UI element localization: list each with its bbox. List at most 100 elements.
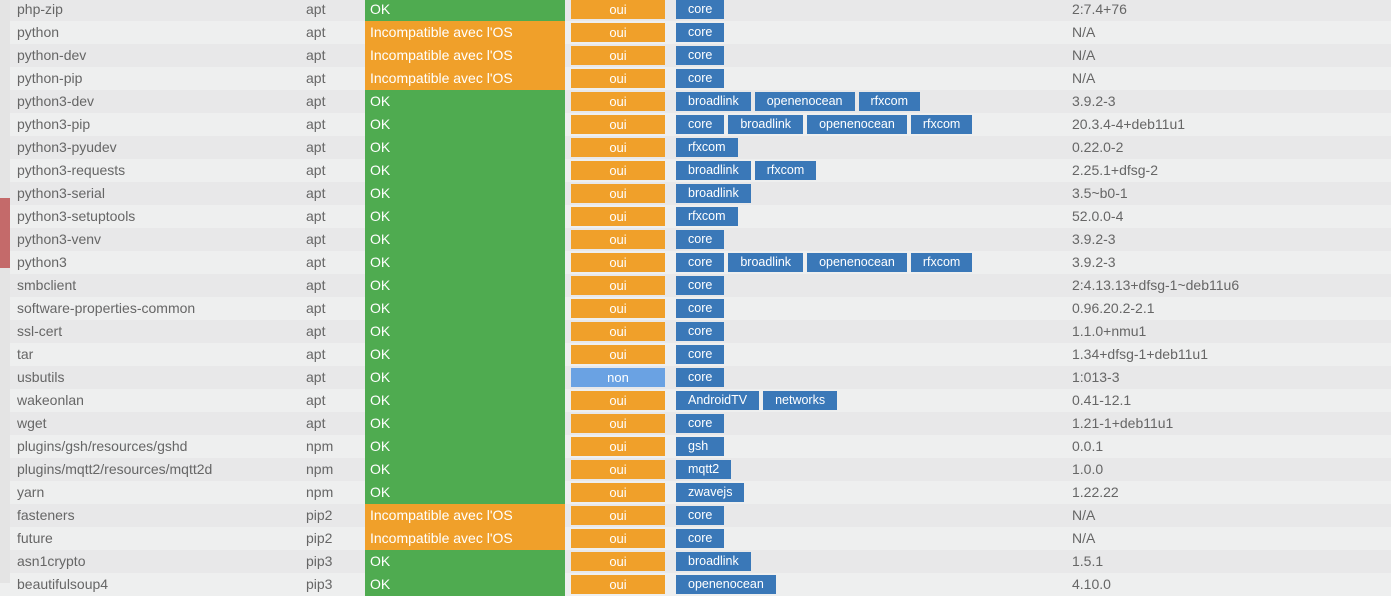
plugin-tag[interactable]: AndroidTV — [676, 391, 760, 410]
plugin-tag[interactable]: core — [676, 345, 725, 364]
package-type: apt — [306, 116, 326, 132]
package-version: 1.21-1+deb11u1 — [1072, 415, 1174, 431]
table-row: tar apt OK oui core 1.34+dfsg-1+deb11u1 — [10, 343, 1391, 366]
package-type: apt — [306, 162, 326, 178]
plugin-tag[interactable]: mqtt2 — [676, 460, 732, 479]
plugin-tag[interactable]: core — [676, 414, 725, 433]
status-badge: OK — [365, 573, 565, 596]
package-type: apt — [306, 139, 326, 155]
plugin-tag[interactable]: openenocean — [754, 92, 855, 111]
sidebar-red-tab[interactable] — [0, 198, 10, 268]
table-row: usbutils apt OK non core 1:013-3 — [10, 366, 1391, 389]
status-badge: OK — [365, 182, 565, 205]
package-version: N/A — [1072, 70, 1096, 86]
auto-badge: oui — [571, 184, 665, 203]
package-type: pip2 — [306, 530, 333, 546]
package-type: apt — [306, 300, 326, 316]
status-badge: OK — [365, 0, 565, 21]
plugin-tag[interactable]: broadlink — [676, 552, 751, 571]
plugin-tag[interactable]: rfxcom — [754, 161, 817, 180]
package-name: ssl-cert — [17, 323, 63, 339]
package-version: 1.34+dfsg-1+deb11u1 — [1072, 346, 1208, 362]
package-name: python3-serial — [17, 185, 105, 201]
table-row: php-zip apt OK oui core 2:7.4+76 — [10, 0, 1391, 21]
plugin-tag[interactable]: rfxcom — [910, 253, 973, 272]
package-name: python-pip — [17, 70, 83, 86]
plugin-tag[interactable]: zwavejs — [676, 483, 745, 502]
table-row: ssl-cert apt OK oui core 1.1.0+nmu1 — [10, 320, 1391, 343]
plugin-tag[interactable]: gsh — [676, 437, 724, 456]
table-row: wget apt OK oui core 1.21-1+deb11u1 — [10, 412, 1391, 435]
package-version: 2:4.13.13+dfsg-1~deb11u6 — [1072, 277, 1240, 293]
package-name: fasteners — [17, 507, 75, 523]
package-name: wget — [17, 415, 47, 431]
sidebar-edge — [0, 0, 10, 583]
plugin-tag[interactable]: broadlink — [728, 115, 804, 134]
plugin-tag[interactable]: core — [676, 368, 725, 387]
package-type: apt — [306, 254, 326, 270]
plugin-tags: broadlink openenocean rfxcom — [676, 92, 921, 111]
plugin-tag[interactable]: networks — [763, 391, 838, 410]
plugin-tags: core broadlink openenocean rfxcom — [676, 115, 973, 134]
plugin-tag[interactable]: core — [676, 299, 725, 318]
plugin-tag[interactable]: broadlink — [676, 184, 751, 203]
package-name: python3-dev — [17, 93, 95, 109]
package-name: wakeonlan — [17, 392, 84, 408]
status-badge: OK — [365, 113, 565, 136]
status-badge: OK — [365, 274, 565, 297]
plugin-tag[interactable]: core — [676, 0, 725, 19]
plugin-tags: core — [676, 506, 725, 525]
package-type: apt — [306, 70, 326, 86]
table-row: python3-serial apt OK oui broadlink 3.5~b0-1 — [10, 182, 1391, 205]
status-badge: OK — [365, 297, 565, 320]
plugin-tag[interactable]: core — [676, 230, 725, 249]
package-version: 2:7.4+76 — [1072, 1, 1127, 17]
plugin-tag[interactable]: core — [676, 253, 725, 272]
table-row: asn1crypto pip3 OK oui broadlink 1.5.1 — [10, 550, 1391, 573]
plugin-tag[interactable]: core — [676, 46, 725, 65]
plugin-tag[interactable]: broadlink — [676, 92, 751, 111]
package-name: python3-venv — [17, 231, 102, 247]
status-badge: OK — [365, 366, 565, 389]
plugin-tag[interactable]: openenocean — [807, 253, 907, 272]
table-row: wakeonlan apt OK oui AndroidTV networks 0.41-1… — [10, 389, 1391, 412]
package-type: apt — [306, 47, 326, 63]
plugin-tag[interactable]: core — [676, 115, 725, 134]
package-version: 0.96.20.2-2.1 — [1072, 300, 1155, 316]
package-version: 1.22.22 — [1072, 484, 1119, 500]
package-name: software-properties-common — [17, 300, 196, 316]
package-type: npm — [306, 461, 334, 477]
package-type: npm — [306, 484, 334, 500]
plugin-tag[interactable]: core — [676, 23, 725, 42]
plugin-tag[interactable]: openenocean — [807, 115, 907, 134]
auto-badge: oui — [571, 552, 665, 571]
plugin-tag[interactable]: core — [676, 322, 725, 341]
plugin-tags: broadlink — [676, 552, 751, 571]
plugin-tag[interactable]: broadlink — [676, 161, 751, 180]
plugin-tag[interactable]: openenocean — [676, 575, 776, 594]
package-version: 3.9.2-3 — [1072, 231, 1116, 247]
plugin-tags: core — [676, 276, 725, 295]
package-version: 3.9.2-3 — [1072, 254, 1116, 270]
package-version: N/A — [1072, 47, 1096, 63]
status-badge: Incompatible avec l'OS — [365, 527, 565, 550]
package-version: 20.3.4-4+deb11u1 — [1072, 116, 1186, 132]
status-badge: OK — [365, 320, 565, 343]
plugin-tag[interactable]: rfxcom — [858, 92, 921, 111]
plugin-tag[interactable]: rfxcom — [676, 138, 738, 157]
plugin-tag[interactable]: rfxcom — [910, 115, 973, 134]
package-version: N/A — [1072, 530, 1096, 546]
plugin-tag[interactable]: core — [676, 529, 725, 548]
package-type: apt — [306, 323, 326, 339]
plugin-tags: core — [676, 23, 725, 42]
plugin-tag[interactable]: rfxcom — [676, 207, 738, 226]
package-version: 0.0.1 — [1072, 438, 1104, 454]
plugin-tag[interactable]: core — [676, 69, 725, 88]
plugin-tag[interactable]: core — [676, 506, 725, 525]
plugin-tag[interactable]: core — [676, 276, 725, 295]
plugin-tag[interactable]: broadlink — [728, 253, 804, 272]
package-name: plugins/gsh/resources/gshd — [17, 438, 188, 454]
table-row: python3-setuptools apt OK oui rfxcom 52.0.0-4 — [10, 205, 1391, 228]
auto-badge: oui — [571, 230, 665, 249]
status-badge: OK — [365, 389, 565, 412]
